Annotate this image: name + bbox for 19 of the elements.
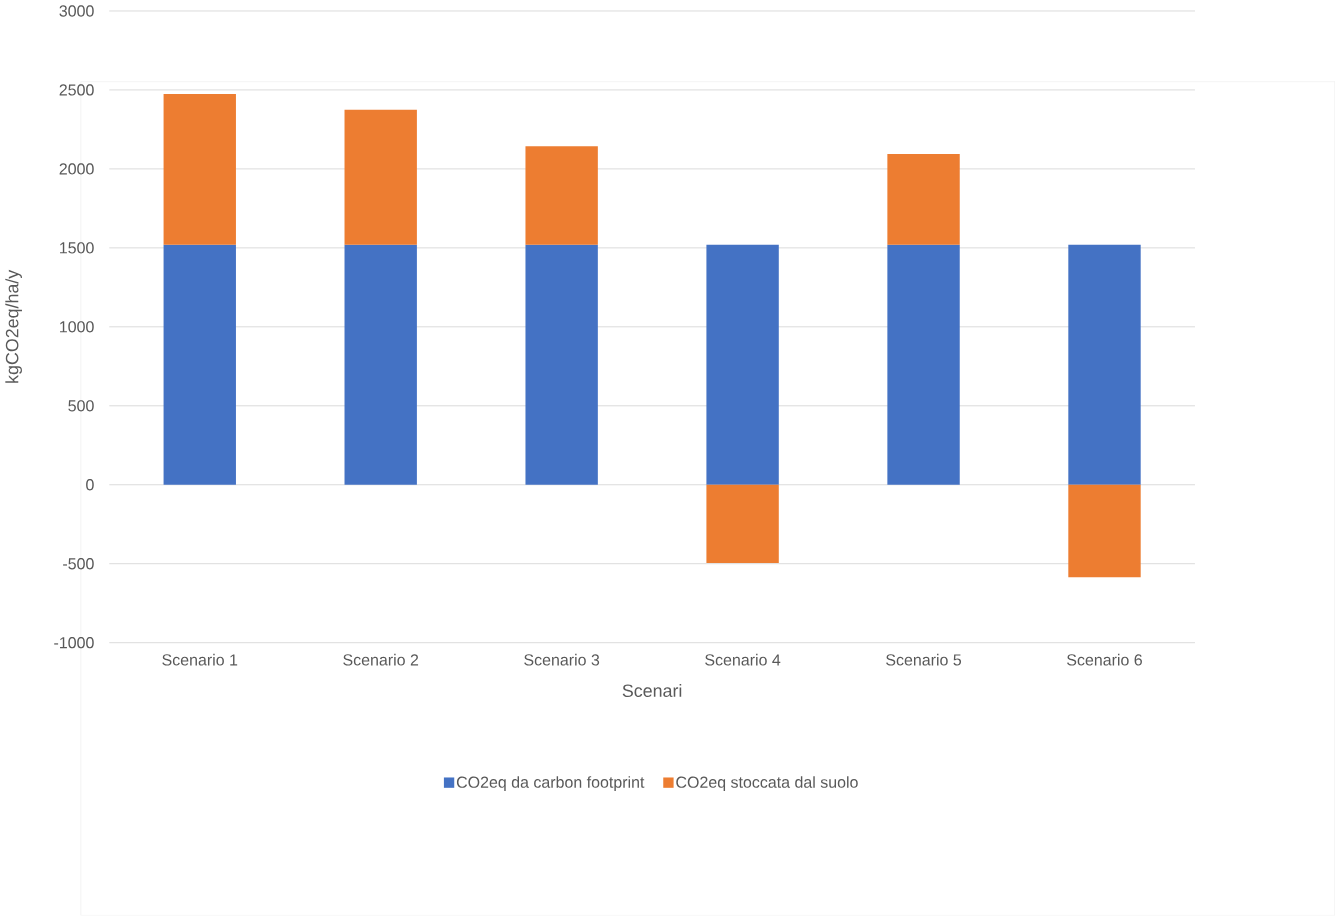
y-axis-title: kgCO2eq/ha/y (5, 269, 22, 383)
y-tick-label: -500 (63, 558, 94, 570)
y-tick-label: 1000 (60, 321, 94, 333)
x-tick-label: Scenario 2 (343, 654, 419, 666)
y-tick-label: 0 (86, 479, 94, 491)
y-tick-label: -1000 (54, 637, 94, 649)
x-tick-label: Scenario 6 (1067, 654, 1142, 666)
legend-label: CO2eq stoccata dal suolo (676, 776, 858, 792)
y-tick-label: 500 (68, 400, 94, 412)
y-tick-label: 2000 (59, 163, 94, 175)
y-tick-label: 3000 (59, 5, 94, 17)
x-tick-label: Scenario 5 (886, 654, 962, 666)
y-tick-label: 1500 (60, 242, 94, 254)
x-axis-title: Scenari (622, 684, 682, 698)
x-tick-label: Scenario 3 (524, 654, 600, 666)
legend-label: CO2eq da carbon footprint (456, 776, 645, 792)
x-tick-label: Scenario 4 (705, 654, 781, 666)
y-tick-label: 2500 (59, 84, 94, 96)
x-tick-label: Scenario 1 (162, 654, 238, 666)
